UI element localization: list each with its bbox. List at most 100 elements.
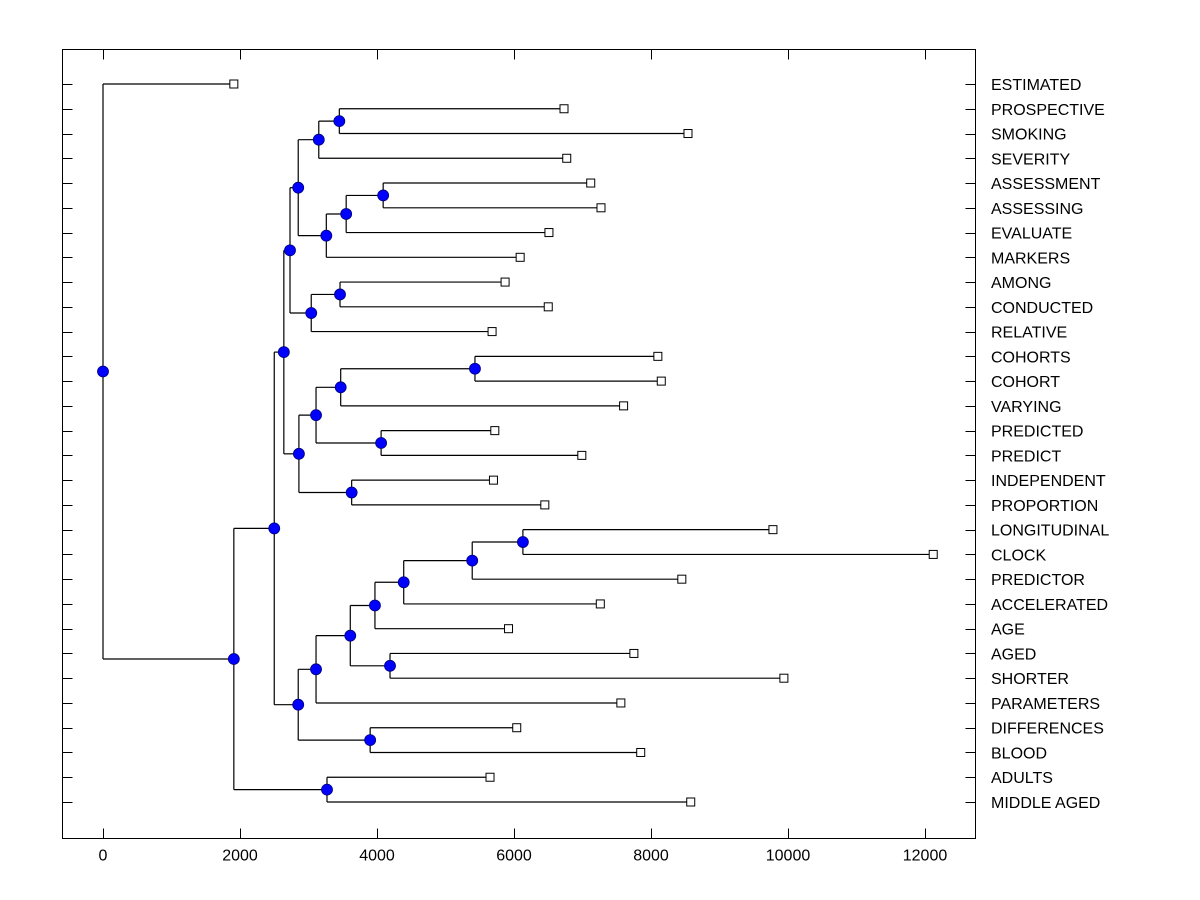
leaf-label: EVALUATE [991,226,1072,243]
leaf-label: MARKERS [991,250,1070,267]
leaf-marker [485,772,495,782]
leaf-label: INDEPENDENT [991,473,1106,490]
merge-node [466,554,479,567]
merge-node [364,734,377,747]
leaf-marker [504,624,514,634]
leaf-marker [619,401,629,411]
x-tick-label: 2000 [222,848,258,865]
x-tick-label: 10000 [766,848,811,865]
x-tick-label: 4000 [359,848,395,865]
leaf-marker [596,203,606,213]
merge-node [227,653,240,665]
leaf-label: PROSPECTIVE [991,102,1105,119]
leaf-label: AGE [991,622,1025,639]
merge-node [340,208,353,220]
merge-node [321,783,333,796]
leaf-label: CONDUCTED [991,300,1093,317]
leaf-labels: ESTIMATED PROSPECTIVE SMOKING SEVERITY ASSES… [991,77,1109,812]
leaf-label: PREDICTED [991,424,1083,441]
leaf-label: AGED [991,646,1036,663]
leaf-marker [586,178,596,188]
leaf-marker [656,376,666,386]
leaf-marker [500,277,510,287]
merge-node [344,629,357,642]
merge-node [277,346,290,358]
leaf-label: RELATIVE [991,325,1067,342]
leaf-marker [540,500,550,510]
leaf-marker [487,327,497,337]
leaf-marker [490,426,500,436]
leaf-label: BLOOD [991,745,1047,762]
leaf-label: SMOKING [991,127,1067,144]
leaf-marker [683,129,693,139]
leaf-marker [543,302,553,312]
x-axis-tick-labels: 0 2000 4000 6000 8000 10000 12000 [99,848,948,865]
leaf-label: MIDDLE AGED [991,795,1100,812]
leaf-marker [595,599,605,609]
merge-node [369,599,381,612]
leaf-label: PARAMETERS [991,696,1100,713]
leaf-label: COHORT [991,374,1060,391]
leaf-marker [928,549,938,559]
merge-node [312,133,325,146]
leaf-label: PREDICT [991,448,1061,465]
x-tick-label: 8000 [633,848,669,865]
leaf-marker [562,153,572,163]
leaf-marker [488,475,498,485]
leaf-label: COHORTS [991,349,1071,366]
leaf-label: CLOCK [991,547,1046,564]
merge-node [292,698,305,711]
x-tick-label: 0 [99,848,108,865]
x-tick-label: 6000 [496,848,532,865]
leaf-label: SHORTER [991,671,1069,688]
merge-node [293,447,305,460]
leaf-marker [559,104,569,114]
leaf-label: AMONG [991,275,1051,292]
leaf-label: ASSESSING [991,201,1083,218]
merge-node [333,115,346,128]
leaf-marker [779,673,789,683]
leaf-marker [686,797,696,807]
leaf-marker [677,574,687,584]
leaf-label: ESTIMATED [991,77,1081,94]
merge-node [375,437,388,449]
leaf-marker [515,252,525,262]
leaf-label: DIFFERENCES [991,721,1104,738]
plot-frame [62,49,976,839]
merge-node [310,663,322,676]
merge-node [517,536,529,548]
leaf-markers [229,79,938,807]
leaf-marker [653,351,663,361]
leaf-label: ASSESSMENT [991,176,1101,193]
merge-node [305,307,318,319]
leaf-marker [544,228,554,238]
dendrogram-nodes [97,115,529,796]
merge-node [334,381,347,394]
leaf-label: SEVERITY [991,151,1070,168]
leaf-marker [768,525,778,535]
leaf-marker [512,723,522,733]
merge-node [284,244,296,257]
leaf-marker [636,747,646,757]
merge-node [292,181,305,194]
merge-node [397,576,410,589]
x-tick-label: 12000 [903,848,948,865]
dendrogram-links [102,83,934,803]
leaf-marker [229,79,239,89]
leaf-label: LONGITUDINAL [991,523,1109,540]
merge-node [268,522,281,535]
merge-node [334,288,346,301]
merge-node [310,409,322,422]
merge-node [469,362,481,375]
merge-node [384,659,396,672]
leaf-marker [577,450,587,460]
merge-node [320,229,333,242]
merge-node [377,189,390,202]
leaf-label: PREDICTOR [991,572,1085,589]
merge-node [97,365,109,378]
leaf-marker [629,648,639,658]
leaf-label: ADULTS [991,770,1053,787]
leaf-label: ACCELERATED [991,597,1108,614]
leaf-label: VARYING [991,399,1062,416]
